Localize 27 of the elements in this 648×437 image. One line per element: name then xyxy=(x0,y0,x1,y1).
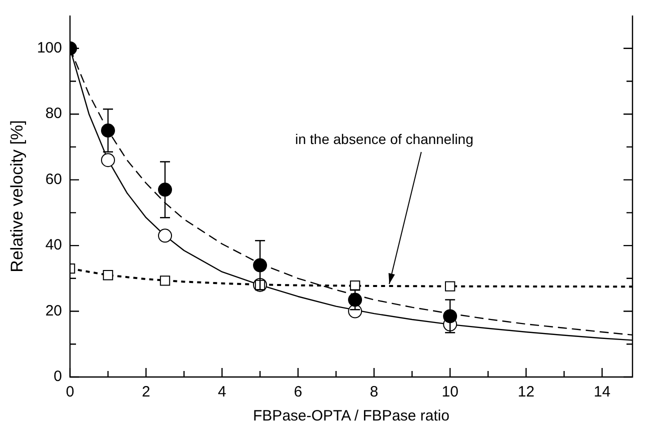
x-tick-label: 12 xyxy=(518,384,534,401)
point xyxy=(158,182,172,197)
annotation: in the absence of channeling xyxy=(295,130,474,147)
x-axis-title: FBPase-OPTA / FBPase ratio xyxy=(253,408,450,425)
point xyxy=(160,276,170,286)
x-tick-label: 0 xyxy=(66,384,74,401)
x-tick-label: 2 xyxy=(142,384,150,401)
point xyxy=(348,292,362,307)
y-tick-label: 0 xyxy=(54,368,62,386)
point xyxy=(158,228,172,243)
y-tick-label: 60 xyxy=(45,170,62,188)
y-axis-title: Relative velocity [%] xyxy=(8,120,27,272)
y-tick-label: 40 xyxy=(45,236,62,254)
point xyxy=(253,258,268,272)
y-tick-label: 80 xyxy=(45,105,62,122)
y-tick-label: 20 xyxy=(45,302,62,320)
x-tick-label: 14 xyxy=(594,384,610,401)
x-tick-label: 4 xyxy=(218,384,226,401)
y-tick-label: 100 xyxy=(36,40,62,57)
x-tick-label: 10 xyxy=(442,384,458,401)
point xyxy=(102,270,114,280)
point xyxy=(101,153,116,168)
point xyxy=(101,124,116,138)
point xyxy=(443,309,458,324)
point xyxy=(444,281,456,292)
x-tick-label: 8 xyxy=(370,384,378,401)
x-tick-label: 6 xyxy=(294,384,302,401)
